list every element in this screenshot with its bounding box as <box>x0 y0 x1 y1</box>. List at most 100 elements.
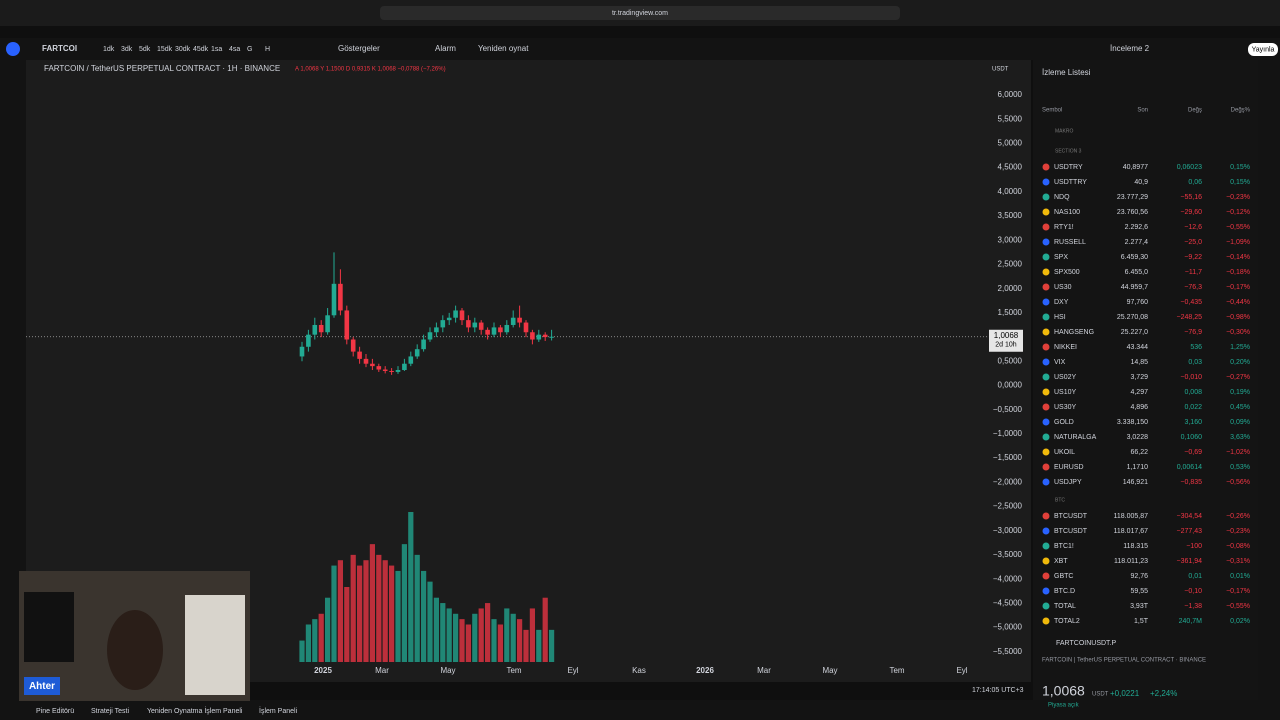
price-label: −5,0000 <box>993 623 1023 632</box>
watchlist-cell[interactable]: HANGSENG <box>1054 329 1094 336</box>
watchlist-cell[interactable]: US10Y <box>1054 389 1077 396</box>
watchlist-cell: −0,12% <box>1226 209 1250 216</box>
volume-bar <box>389 565 395 662</box>
url-box[interactable] <box>380 6 900 20</box>
layout-name[interactable]: İnceleme 2 <box>1110 44 1150 53</box>
watchlist-cell: 0,15% <box>1230 179 1250 186</box>
watchlist-cell: −0,56% <box>1226 479 1250 486</box>
watchlist-cell[interactable]: NIKKEI <box>1054 344 1077 351</box>
candle-body <box>414 349 420 357</box>
watchlist-cell[interactable]: NATURALGA <box>1054 434 1097 441</box>
watchlist-cell[interactable]: VIX <box>1054 359 1066 366</box>
interval[interactable]: 45dk <box>193 46 209 53</box>
volume-bar <box>478 608 484 662</box>
watchlist-cell[interactable]: UKOIL <box>1054 449 1075 456</box>
watchlist-cell[interactable]: BTC1! <box>1054 543 1074 550</box>
interval[interactable]: 30dk <box>175 46 191 53</box>
watchlist-cell[interactable]: RTY1! <box>1054 224 1074 231</box>
price-label: −4,5000 <box>993 598 1023 607</box>
interval[interactable]: H <box>265 46 270 53</box>
watchlist-cell[interactable]: HSI <box>1054 314 1066 321</box>
symbol-search[interactable]: FARTCOI <box>42 44 77 53</box>
symbol-icon <box>1042 463 1050 471</box>
alarm[interactable]: Alarm <box>435 44 456 53</box>
watchlist-cell: −0,08% <box>1226 543 1250 550</box>
symbol-icon <box>1042 208 1050 216</box>
watchlist-cell[interactable]: USDTTRY <box>1054 179 1087 186</box>
interval[interactable]: 1sa <box>211 46 222 53</box>
volume-bar <box>446 608 452 662</box>
candle-body <box>549 336 554 338</box>
watchlist-cell[interactable]: GOLD <box>1054 419 1074 426</box>
interval[interactable]: 15dk <box>157 46 173 53</box>
volume-bar <box>491 619 497 662</box>
symbol-icon <box>1042 617 1050 625</box>
symbol-icon <box>1042 313 1050 321</box>
footer-tab[interactable]: Yeniden Oynatma İşlem Paneli <box>147 706 243 715</box>
watchlist-cell[interactable]: BTCUSDT <box>1054 528 1088 535</box>
watchlist-cell[interactable]: SPX500 <box>1054 269 1080 276</box>
watchlist-cell[interactable]: US30Y <box>1054 404 1077 411</box>
interval[interactable]: G <box>247 46 252 53</box>
publish-button[interactable] <box>1248 43 1278 56</box>
watchlist-cell[interactable]: DXY <box>1054 299 1069 306</box>
watchlist-cell[interactable]: US30 <box>1054 284 1072 291</box>
section-title[interactable]: SECTION 3 <box>1055 148 1082 154</box>
currency[interactable]: USDT <box>992 67 1009 73</box>
volume-bar <box>549 629 555 662</box>
watchlist-cell: 0,45% <box>1230 404 1250 411</box>
candle-body <box>517 317 522 323</box>
interval[interactable]: 1dk <box>103 46 115 53</box>
section-title[interactable]: BTC <box>1055 497 1065 503</box>
watchlist-cell: 23.760,56 <box>1117 209 1148 216</box>
watchlist-cell: 1,1710 <box>1127 464 1149 471</box>
candle-body <box>363 358 369 364</box>
replay[interactable]: Yeniden oynat <box>478 44 529 53</box>
watchlist-cell[interactable]: XBT <box>1054 558 1068 565</box>
watchlist-cell: 6.459,30 <box>1121 254 1148 261</box>
details-symbol: FARTCOINUSDT.P <box>1056 640 1116 647</box>
watchlist-cell[interactable]: BTCUSDT <box>1054 513 1088 520</box>
indicators[interactable]: Göstergeler <box>338 44 380 53</box>
candle-body <box>491 327 497 335</box>
watchlist-cell[interactable]: NAS100 <box>1054 209 1080 216</box>
webcam-person <box>107 610 163 690</box>
volume-bar <box>363 560 369 662</box>
footer-tab[interactable]: Pine Editörü <box>36 708 74 715</box>
watchlist-cell[interactable]: GBTC <box>1054 573 1073 580</box>
volume-bar <box>421 570 427 662</box>
price-label: 2,0000 <box>998 284 1023 293</box>
watchlist-cell[interactable]: US02Y <box>1054 374 1077 381</box>
watchlist-cell[interactable]: EURUSD <box>1054 464 1084 471</box>
interval[interactable]: 3dk <box>121 46 133 53</box>
watchlist-cell: 4,297 <box>1130 389 1148 396</box>
watchlist-cell[interactable]: NDQ <box>1054 194 1070 201</box>
section-title[interactable]: MAKRO <box>1055 128 1073 134</box>
watchlist-cell[interactable]: TOTAL <box>1054 603 1076 610</box>
watchlist-cell[interactable]: RUSSELL <box>1054 239 1086 246</box>
watchlist-cell[interactable]: BTC.D <box>1054 588 1075 595</box>
watchlist-cell: 0,53% <box>1230 464 1250 471</box>
clock: 17:14:05 UTC+3 <box>972 687 1024 694</box>
symbol-icon <box>1042 298 1050 306</box>
interval[interactable]: 4sa <box>229 46 240 53</box>
price-label: 2,5000 <box>998 260 1023 269</box>
watchlist-cell: −0,69 <box>1184 449 1202 456</box>
interval[interactable]: 5dk <box>139 46 151 53</box>
footer-tab[interactable]: İşlem Paneli <box>259 706 298 715</box>
watchlist-cell: −55,16 <box>1180 194 1202 201</box>
watchlist-cell: 43.344 <box>1127 344 1149 351</box>
symbol-icon <box>1042 418 1050 426</box>
webcam-label: Ahter <box>29 681 55 692</box>
watchlist-cell: −0,30% <box>1226 329 1250 336</box>
watchlist-cell: 0,02% <box>1230 618 1250 625</box>
watchlist-cell[interactable]: SPX <box>1054 254 1068 261</box>
price-label: −1,0000 <box>993 429 1023 438</box>
footer-tab[interactable]: Strateji Testi <box>91 708 129 715</box>
watchlist-cell[interactable]: USDJPY <box>1054 479 1082 486</box>
watchlist-cell[interactable]: TOTAL2 <box>1054 618 1080 625</box>
watchlist-cell: 0,008 <box>1184 389 1202 396</box>
watchlist-cell[interactable]: USDTRY <box>1054 164 1083 171</box>
avatar[interactable] <box>6 42 20 56</box>
watchlist-title[interactable]: İzleme Listesi <box>1042 68 1091 77</box>
